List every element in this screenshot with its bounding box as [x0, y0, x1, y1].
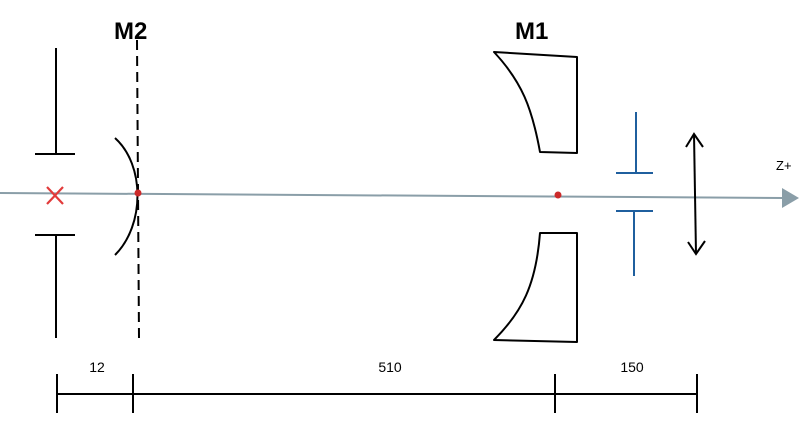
dimension-source-to-m2: 12: [89, 359, 105, 375]
dimension-m2-to-m1: 510: [378, 359, 402, 375]
axis-label: Z+: [776, 158, 792, 173]
m1-vertex-dot: [554, 191, 562, 199]
field-stop: [35, 48, 75, 338]
m2-vertex-dot: [134, 189, 142, 197]
optical-axis: [0, 188, 799, 208]
m2-mirror-surface: [114, 137, 139, 256]
m1-mirror-top: [493, 51, 578, 154]
dimension-m1-to-lens: 150: [620, 359, 644, 375]
m1-label: M1: [515, 18, 549, 45]
aperture-stop: [616, 112, 653, 276]
m2-label: M2: [114, 18, 148, 45]
dimension-line: [56, 374, 698, 413]
x-mark-icon: [46, 186, 64, 205]
double-arrow-icon: [685, 132, 706, 256]
m1-mirror-bottom: [493, 232, 578, 343]
